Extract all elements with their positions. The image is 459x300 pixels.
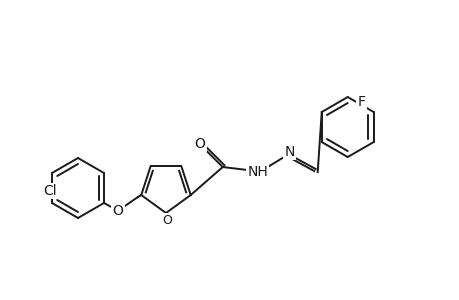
Text: Cl: Cl bbox=[43, 184, 57, 198]
Text: F: F bbox=[357, 95, 365, 109]
Text: O: O bbox=[112, 204, 123, 218]
Text: O: O bbox=[162, 214, 172, 227]
Text: N: N bbox=[284, 145, 294, 159]
Text: NH: NH bbox=[247, 165, 268, 179]
Text: O: O bbox=[194, 137, 205, 151]
